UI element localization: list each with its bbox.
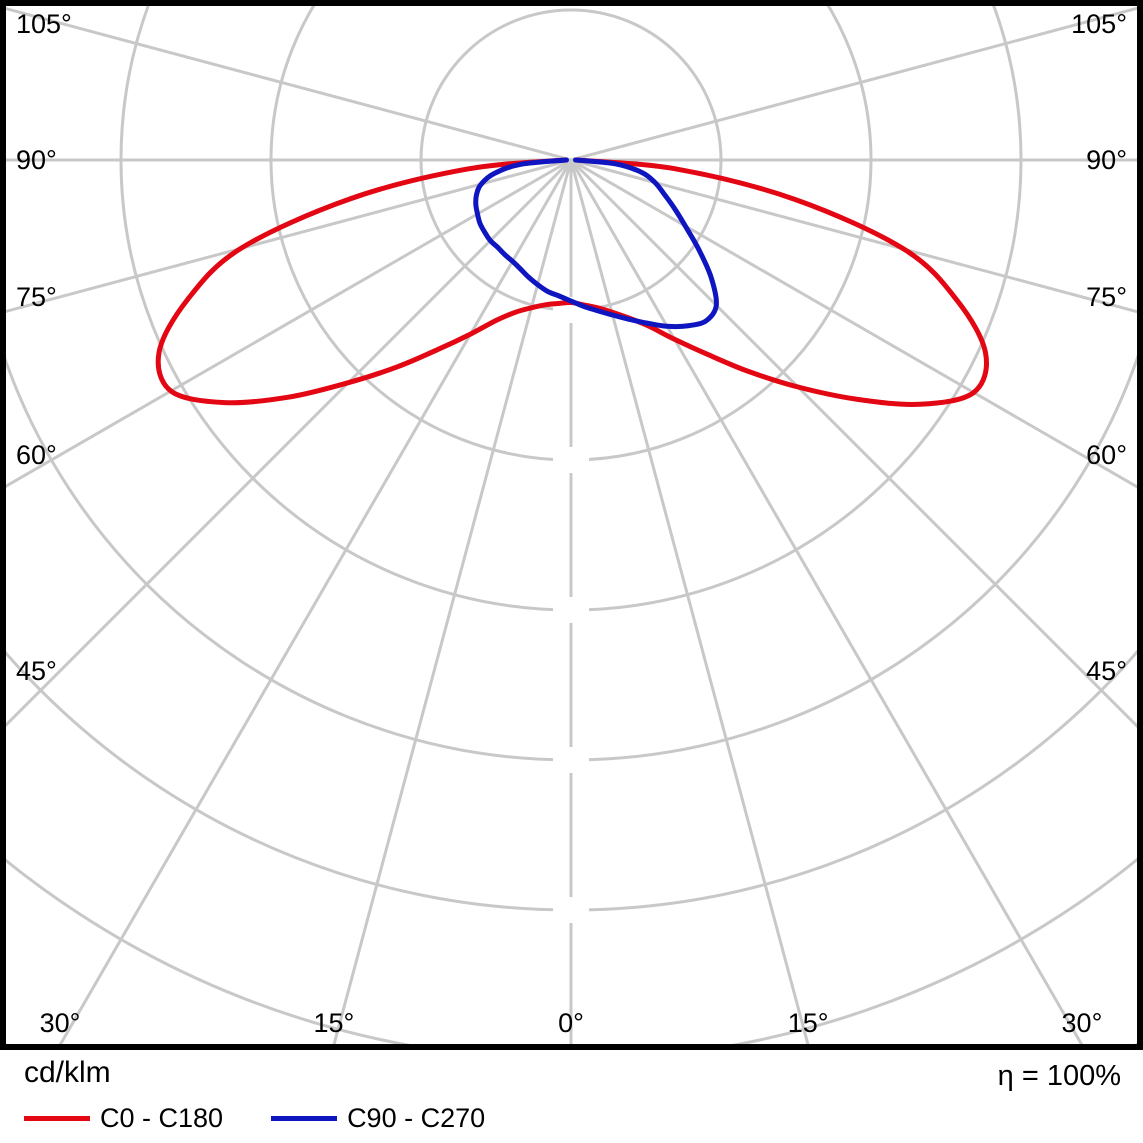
grid-ray <box>570 5 1143 162</box>
grid-ray <box>569 159 1087 1050</box>
grid-ray <box>570 158 1143 315</box>
chart-border <box>0 0 1143 1050</box>
legend-line-c0-c180-icon <box>24 1116 90 1121</box>
angle-label-right: 60° <box>1086 440 1127 470</box>
axis-gap-box <box>553 897 589 923</box>
angle-label-bottom: 15° <box>313 1008 354 1038</box>
angle-label-bottom: 30° <box>1062 1008 1103 1038</box>
angle-label-left: 45° <box>16 656 57 686</box>
curve-c90-c270 <box>473 157 719 330</box>
grid-ray <box>570 158 1143 492</box>
grid-ray <box>55 159 573 1050</box>
legend-label-c0-c180: C0 - C180 <box>100 1103 224 1133</box>
angle-label-bottom: 0° <box>558 1008 584 1038</box>
axis-gap-box <box>553 597 589 623</box>
polar-chart: 105° 105° 90° 90° 75° 75° 60° 60° 45° 45° 30° 15° 0°… <box>0 0 1143 1050</box>
grid-ray <box>0 5 572 162</box>
axis-gap-box <box>553 447 589 473</box>
angle-label-right: 75° <box>1086 282 1127 312</box>
angle-label-left: 60° <box>16 440 57 470</box>
grid-ray <box>0 158 572 492</box>
axis-gap-box <box>553 747 589 773</box>
angle-label-right: 90° <box>1086 145 1127 175</box>
grid-ray <box>569 159 812 1050</box>
legend-label-c90-c270: C90 - C270 <box>347 1103 486 1133</box>
legend-line-c90-c270-icon <box>271 1116 338 1121</box>
angle-label-right: 105° <box>1071 9 1127 39</box>
angle-label-left: 75° <box>16 282 57 312</box>
angle-label-bottom: 15° <box>788 1008 829 1038</box>
legend: C0 - C180 C90 - C270 <box>24 1103 533 1134</box>
grid-ray <box>330 159 573 1050</box>
angle-label-right: 45° <box>1086 656 1127 686</box>
angle-label-left: 105° <box>16 9 72 39</box>
efficiency-label: η = 100% <box>997 1060 1121 1092</box>
angle-label-bottom: 30° <box>40 1008 81 1038</box>
grid-ray <box>569 158 1143 735</box>
units-label: cd/klm <box>24 1056 111 1089</box>
grid-ray <box>0 158 572 315</box>
angle-label-left: 90° <box>16 145 57 175</box>
